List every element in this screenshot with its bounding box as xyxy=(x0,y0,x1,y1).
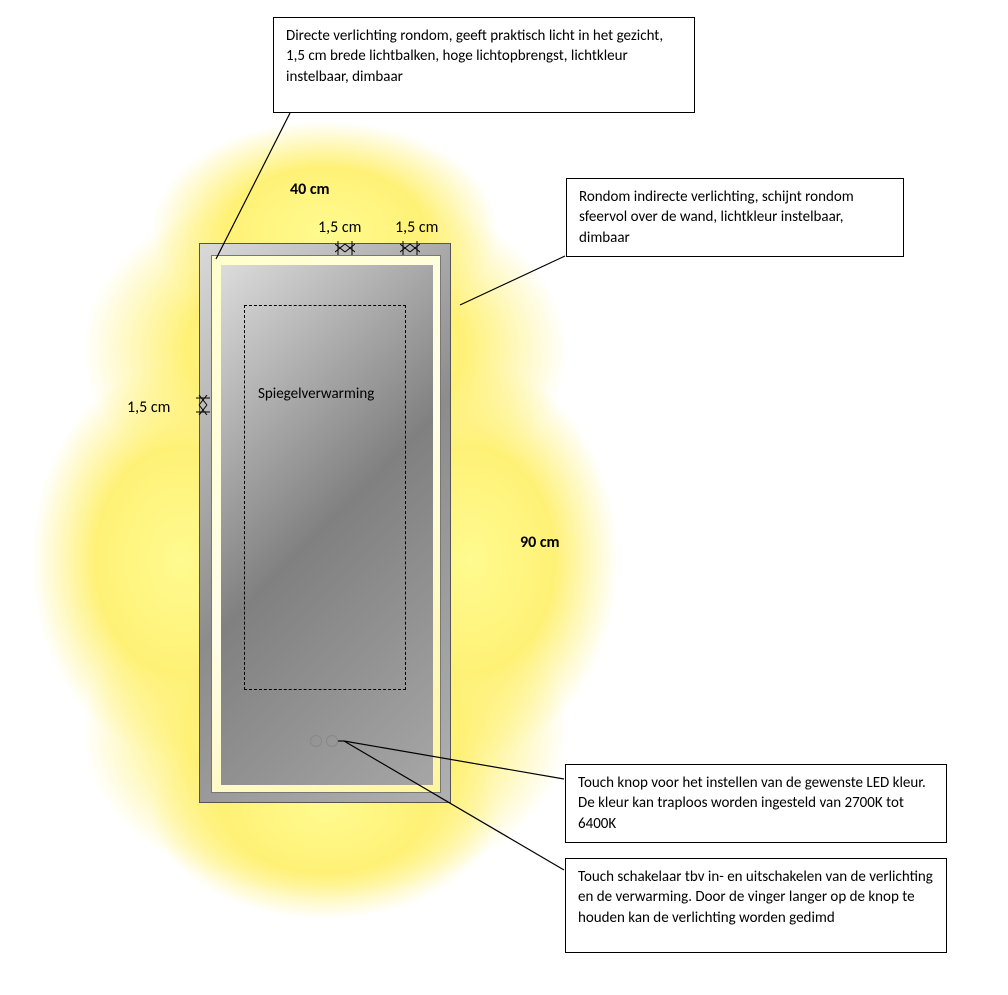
callout-touch-switch: Touch schakelaar tbv in- en uitschakelen… xyxy=(565,858,947,953)
leader-lines xyxy=(0,0,1008,995)
callout-direct-light: Directe verlichting rondom, geeft prakti… xyxy=(273,17,695,113)
callout-indirect-light: Rondom indirecte verlichting, schijnt ro… xyxy=(566,178,904,257)
callout-touch-color: Touch knop voor het instellen van de gew… xyxy=(565,764,947,843)
